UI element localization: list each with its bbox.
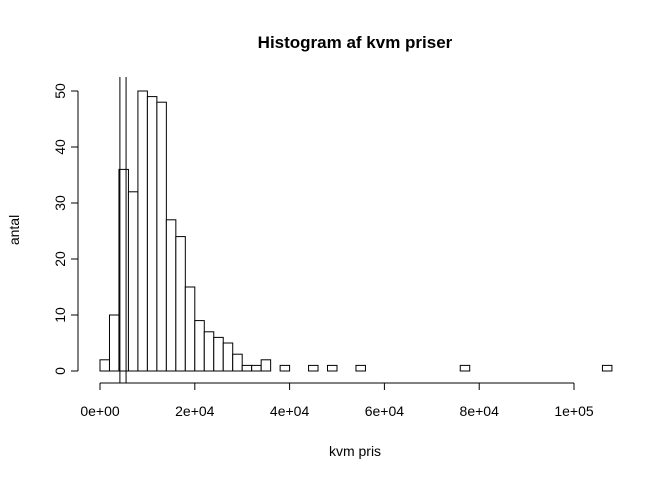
y-axis-label: antal (6, 215, 22, 245)
histogram-bar (355, 364, 366, 372)
y-tick-label: 40 (52, 139, 68, 155)
y-tick-label: 10 (52, 307, 68, 323)
histogram-bar (165, 219, 177, 372)
x-tick-label: 2e+04 (175, 403, 215, 419)
chart-title: Histogram af kvm priser (258, 33, 453, 52)
histogram-bar (137, 90, 148, 372)
histogram-bar (327, 364, 338, 372)
histogram-bar (241, 364, 253, 372)
y-tick-label: 20 (52, 251, 68, 267)
histogram-bar (156, 101, 167, 372)
x-tick-label: 0e+00 (80, 403, 120, 419)
histogram-bar (222, 342, 234, 372)
histogram-bar (232, 353, 243, 372)
histogram-bar (308, 364, 319, 372)
histogram-bar (108, 314, 120, 372)
y-tick-label: 0 (52, 367, 68, 375)
histogram-bar (279, 364, 291, 372)
histogram-bar (146, 96, 158, 372)
histogram-bar (601, 364, 613, 372)
histogram-bar (175, 236, 186, 372)
histogram-bar (251, 364, 262, 372)
vertical-lines-group (119, 77, 127, 383)
x-tick-label: 6e+04 (365, 403, 405, 419)
y-tick-label: 30 (52, 195, 68, 211)
x-tick-label: 4e+04 (270, 403, 310, 419)
histogram-bar (99, 359, 110, 372)
histogram-bar (127, 191, 139, 372)
bars-group (99, 90, 613, 372)
y-tick-label: 50 (52, 83, 68, 99)
x-tick-label: 1e+05 (554, 403, 594, 419)
y-axis: 0 10 20 30 40 50 (52, 83, 79, 375)
histogram-bar (184, 286, 196, 372)
x-axis-label: kvm pris (329, 443, 381, 459)
histogram-bar (194, 320, 205, 372)
x-axis: 0e+00 2e+04 4e+04 6e+04 8e+04 1e+05 (80, 382, 594, 419)
histogram-bar (459, 364, 471, 372)
x-tick-label: 8e+04 (460, 403, 500, 419)
histogram-bar (260, 359, 272, 372)
histogram-bar (213, 336, 224, 372)
histogram-bar (203, 331, 215, 372)
